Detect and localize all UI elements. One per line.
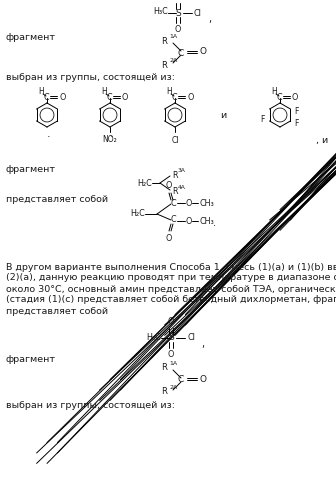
Text: H₃C: H₃C xyxy=(146,332,161,342)
Text: O: O xyxy=(199,374,206,384)
Text: 1A: 1A xyxy=(169,34,177,39)
Text: выбран из группы, состоящей из:: выбран из группы, состоящей из: xyxy=(6,400,175,409)
Text: (стадия (1)(c) представляет собой безводный дихлорметан, фрагмент RᴵᴬS(O)₂Rᴵᴬ: (стадия (1)(c) представляет собой безвод… xyxy=(6,296,336,304)
Text: C: C xyxy=(276,94,282,102)
Text: .: . xyxy=(213,218,216,228)
Text: O: O xyxy=(168,350,174,359)
Text: фрагмент: фрагмент xyxy=(6,166,56,174)
Text: O: O xyxy=(166,234,172,243)
Text: S: S xyxy=(175,8,181,18)
Text: 4A: 4A xyxy=(178,185,186,190)
Text: представляет собой: представляет собой xyxy=(6,196,108,204)
Text: H₃C: H₃C xyxy=(153,8,168,16)
Text: .: . xyxy=(110,129,114,139)
Text: C: C xyxy=(171,94,177,102)
Text: CH₃: CH₃ xyxy=(199,216,214,226)
Text: H₂C: H₂C xyxy=(137,178,152,188)
Text: H: H xyxy=(271,88,277,96)
Text: O: O xyxy=(187,92,194,102)
Text: 2A: 2A xyxy=(169,58,177,63)
Text: C: C xyxy=(170,200,176,208)
Text: C: C xyxy=(106,94,112,102)
Text: H: H xyxy=(101,88,107,96)
Text: O: O xyxy=(166,181,172,190)
Text: представляет собой: представляет собой xyxy=(6,306,108,316)
Text: H: H xyxy=(38,88,44,96)
Text: O: O xyxy=(186,216,193,226)
Text: O: O xyxy=(59,92,66,102)
Text: NO₂: NO₂ xyxy=(102,135,117,144)
Text: 2A: 2A xyxy=(169,385,177,390)
Text: 1A: 1A xyxy=(169,361,177,366)
Text: (2)(a), данную реакцию проводят при температуре в диапазоне от около 0°C до: (2)(a), данную реакцию проводят при темп… xyxy=(6,274,336,282)
Text: около 30°C, основный амин представляет собой ТЭА, органический растворитель: около 30°C, основный амин представляет с… xyxy=(6,284,336,294)
Text: фрагмент: фрагмент xyxy=(6,356,56,364)
Text: R: R xyxy=(172,170,177,179)
Text: O: O xyxy=(186,198,193,207)
Text: O: O xyxy=(175,0,181,1)
Text: CH₃: CH₃ xyxy=(199,198,214,207)
Text: O: O xyxy=(292,92,298,102)
Text: F: F xyxy=(294,108,298,116)
Text: R: R xyxy=(172,188,177,196)
Text: выбран из группы, состоящей из:: выбран из группы, состоящей из: xyxy=(6,72,175,82)
Text: R: R xyxy=(161,60,167,70)
Text: R: R xyxy=(161,388,167,396)
Text: и: и xyxy=(220,110,226,120)
Text: C: C xyxy=(43,94,49,102)
Text: Cl: Cl xyxy=(171,136,179,145)
Text: ,: , xyxy=(208,14,211,24)
Text: C: C xyxy=(170,216,176,224)
Text: фрагмент: фрагмент xyxy=(6,34,56,42)
Text: C: C xyxy=(178,376,184,384)
Text: В другом варианте выполнения Способа 1, смесь (1)(a) и (1)(b) вводят в реакцию с: В другом варианте выполнения Способа 1, … xyxy=(6,262,336,272)
Text: C: C xyxy=(178,48,184,58)
Text: O: O xyxy=(168,317,174,326)
Text: H₂C: H₂C xyxy=(130,210,145,218)
Text: .: . xyxy=(47,129,51,139)
Text: R: R xyxy=(161,364,167,372)
Text: S: S xyxy=(168,334,174,342)
Text: F: F xyxy=(294,118,298,128)
Text: O: O xyxy=(175,25,181,34)
Text: , и: , и xyxy=(316,136,328,144)
Text: ,: , xyxy=(201,339,204,349)
Text: H: H xyxy=(166,88,172,96)
Text: O: O xyxy=(122,92,128,102)
Text: 3A: 3A xyxy=(178,168,186,173)
Text: R: R xyxy=(161,36,167,46)
Text: F: F xyxy=(260,116,264,124)
Text: Cl: Cl xyxy=(194,8,202,18)
Text: O: O xyxy=(199,48,206,56)
Text: Cl: Cl xyxy=(187,334,195,342)
